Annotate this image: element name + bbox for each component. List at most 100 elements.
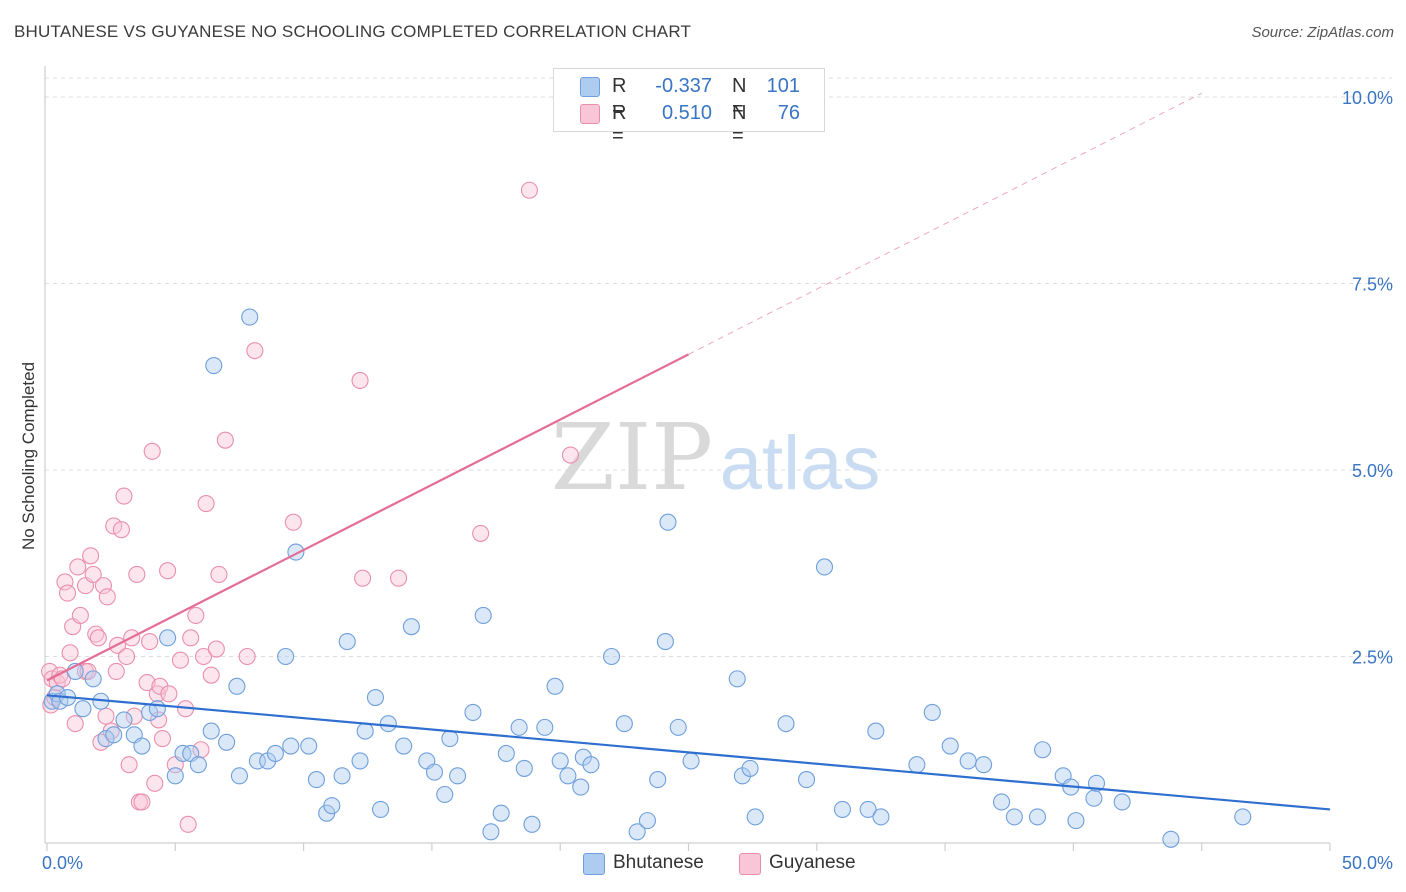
bhutanese-point (166, 767, 184, 785)
bhutanese-point (266, 744, 284, 763)
bhutanese-point (159, 629, 177, 647)
guyanese-point (120, 756, 138, 774)
bhutanese-point (356, 722, 374, 740)
bhutanese-point (84, 670, 102, 688)
guyanese-point (56, 573, 74, 591)
bhutanese-point (797, 771, 816, 789)
r-value: -0.337 (655, 75, 712, 97)
bhutanese-point (282, 737, 300, 755)
bhutanese-point (323, 797, 341, 815)
axes (44, 66, 1331, 851)
guyanese-trend-line (46, 353, 689, 682)
y-tick-label: 2.5% (1352, 648, 1393, 668)
y-tick-label: 10.0% (1342, 88, 1393, 108)
bhutanese-point (551, 752, 569, 770)
guyanese-point (187, 606, 205, 625)
bhutanese-point (656, 633, 674, 651)
guyanese-point (138, 674, 156, 692)
bhutanese-point (741, 759, 759, 777)
n-label: N = (732, 75, 747, 120)
bhutanese-point (248, 752, 266, 770)
bhutanese-point (230, 767, 248, 785)
bhutanese-point (402, 618, 420, 636)
n-value: 76 (777, 102, 800, 124)
bhutanese-point (815, 558, 834, 576)
bhutanese-point (993, 793, 1011, 811)
guyanese-point (143, 442, 161, 460)
bhutanese-point (74, 700, 92, 718)
guyanese-point (69, 558, 87, 576)
bhutanese-point (659, 513, 677, 531)
y-axis-label: No Schooling Completed (19, 362, 38, 550)
guyanese-point (284, 513, 302, 531)
bhutanese-point (1034, 741, 1052, 759)
guyanese-point (182, 629, 200, 647)
guyanese-point (128, 565, 146, 583)
bhutanese-point (333, 767, 351, 785)
r-label: R = (612, 75, 627, 120)
bhutanese-point (1113, 793, 1131, 811)
chart-title: BHUTANESE VS GUYANESE NO SCHOOLING COMPL… (14, 22, 692, 41)
guyanese-point (520, 181, 538, 199)
bhutanese-point (628, 823, 646, 841)
bhutanese-point (133, 737, 151, 755)
guyanese-point (160, 685, 178, 703)
bhutanese-point (482, 823, 500, 841)
correlation-legend: R = -0.337 N = 101 R = 0.510 N = 76 (553, 68, 825, 147)
bhutanese-point (638, 812, 656, 830)
bhutanese-point (449, 767, 467, 785)
guyanese-point (58, 584, 77, 602)
x-tick-label: 50.0% (1342, 853, 1393, 873)
bhutanese-point (307, 771, 325, 789)
watermark: ZIP atlas (551, 404, 880, 511)
r-label: R = (612, 102, 627, 147)
bhutanese-point (492, 804, 510, 822)
guyanese-point (192, 741, 210, 759)
guyanese-point (207, 640, 225, 658)
bhutanese-point (975, 756, 993, 774)
grid (45, 77, 1392, 657)
bhutanese-point (908, 756, 926, 774)
bhutanese-point (241, 308, 259, 326)
bhutanese-point (1005, 808, 1023, 826)
guyanese-point (94, 577, 113, 595)
trend-lines (46, 92, 1331, 811)
bhutanese-point (682, 752, 700, 770)
bhutanese-point (366, 688, 384, 707)
guyanese-point (197, 495, 215, 513)
bhutanese-point (395, 737, 413, 755)
guyanese-point (66, 715, 84, 733)
bhutanese-point (959, 752, 977, 770)
guyanese-point (112, 521, 130, 539)
bhutanese-legend-label: Bhutanese (613, 852, 704, 873)
guyanese-point (246, 342, 264, 360)
bhutanese-point (464, 703, 482, 722)
bhutanese-point (115, 711, 133, 729)
bhutanese-points (43, 308, 1252, 848)
guyanese-point (472, 524, 490, 542)
bhutanese-point (510, 718, 528, 736)
y-tick-label: 7.5% (1352, 275, 1393, 295)
guyanese-point (98, 588, 116, 606)
bhutanese-point (515, 759, 533, 777)
bhutanese-point (436, 785, 454, 804)
bhutanese-point (105, 726, 123, 744)
guyanese-point (61, 644, 79, 662)
bhutanese-point (859, 800, 877, 818)
bhutanese-point (649, 771, 667, 789)
bhutanese-point (602, 647, 621, 666)
bhutanese-point (872, 808, 890, 826)
guyanese-swatch (580, 104, 600, 124)
guyanese-point (97, 707, 115, 725)
guyanese-point (194, 647, 213, 666)
guyanese-point (141, 633, 159, 651)
guyanese-legend-swatch (739, 853, 761, 875)
tick-labels: 2.5% 5.0% 7.5% 10.0% 0.0% 50.0% (42, 88, 1393, 873)
bhutanese-point (300, 737, 318, 755)
bhutanese-point (923, 703, 941, 722)
guyanese-point (351, 371, 369, 390)
bhutanese-point (1067, 812, 1085, 830)
bhutanese-point (559, 767, 577, 785)
bhutanese-legend-swatch (583, 853, 605, 875)
